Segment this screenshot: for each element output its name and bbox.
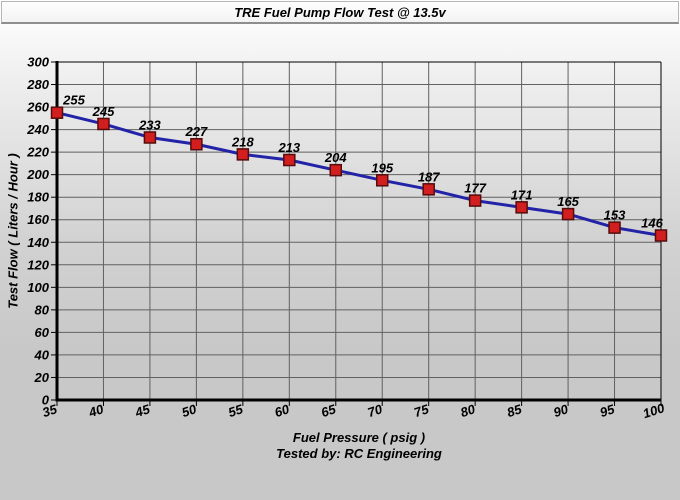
data-point-marker [468, 194, 482, 207]
data-point-marker [50, 106, 64, 119]
data-point-marker [329, 163, 343, 177]
data-point-label: 165 [557, 194, 579, 209]
data-point-marker [190, 137, 203, 151]
y-tick-label: 260 [26, 100, 49, 115]
y-tick-label: 140 [27, 235, 49, 250]
x-tick-label: 70 [366, 401, 385, 420]
data-point-label: 177 [464, 181, 486, 196]
x-tick-label: 35 [40, 401, 59, 420]
x-tick-label: 80 [459, 401, 478, 420]
x-axis-caption-block: Fuel Pressure ( psig ) Tested by: RC Eng… [57, 430, 661, 462]
x-axis-title: Fuel Pressure ( psig ) [292, 430, 426, 445]
data-point-marker [654, 229, 668, 242]
data-point-label: 146 [641, 216, 663, 231]
series-line [55, 111, 663, 238]
data-point-marker [97, 117, 110, 131]
data-point-marker [236, 148, 250, 161]
data-point-label: 233 [138, 117, 161, 132]
data-point-label: 204 [324, 150, 347, 165]
y-tick-label: 40 [34, 347, 50, 362]
y-tick-label: 240 [26, 122, 49, 137]
y-axis-title: Test Flow ( Liters / Hour ) [5, 153, 21, 309]
y-tick-label: 0 [42, 393, 50, 408]
y-tick-label: 280 [26, 77, 49, 92]
y-tick-label: 60 [35, 325, 50, 340]
data-point-label: 227 [185, 124, 208, 139]
data-point-marker [422, 183, 435, 196]
data-point-marker [608, 221, 621, 234]
y-tick-label: 80 [35, 302, 50, 317]
y-tick-label: 20 [34, 370, 50, 385]
y-tick-label: 120 [27, 257, 49, 272]
y-tick-label: 220 [26, 145, 49, 160]
data-point-label: 153 [604, 208, 626, 223]
x-tick-label: 45 [132, 401, 152, 420]
x-tick-label: 65 [319, 401, 338, 420]
data-point-marker [561, 207, 575, 221]
chart-title: TRE Fuel Pump Flow Test @ 13.5v [234, 4, 446, 20]
x-tick-label: 95 [598, 401, 617, 420]
chart-title-bar: TRE Fuel Pump Flow Test @ 13.5v [1, 1, 679, 24]
data-point-label: 171 [511, 187, 533, 202]
x-tick-label: 40 [86, 401, 106, 420]
y-tick-label: 200 [26, 167, 49, 182]
data-point-marker [375, 174, 389, 187]
x-tick-label: 100 [641, 400, 667, 421]
data-point-label: 218 [231, 134, 254, 149]
data-point-marker [143, 131, 157, 144]
x-tick-label: 55 [226, 401, 245, 420]
data-point-label: 255 [62, 93, 85, 108]
x-tick-label: 85 [505, 401, 524, 420]
y-tick-label: 180 [27, 190, 49, 205]
data-point-label: 213 [277, 140, 300, 155]
data-point-marker [283, 153, 296, 167]
y-tick-label: 160 [27, 212, 49, 227]
chart-footnote: Tested by: RC Engineering [276, 446, 442, 461]
data-point-marker [515, 201, 528, 214]
x-tick-label: 90 [551, 401, 570, 420]
x-tick-label: 75 [412, 401, 431, 420]
y-tick-label: 300 [27, 55, 49, 70]
y-tick-label: 100 [27, 280, 49, 295]
data-point-label: 187 [418, 169, 440, 184]
data-point-label: 245 [92, 104, 115, 119]
x-tick-label: 60 [273, 401, 292, 420]
x-tick-label: 50 [180, 401, 199, 420]
data-point-label: 195 [371, 160, 393, 175]
